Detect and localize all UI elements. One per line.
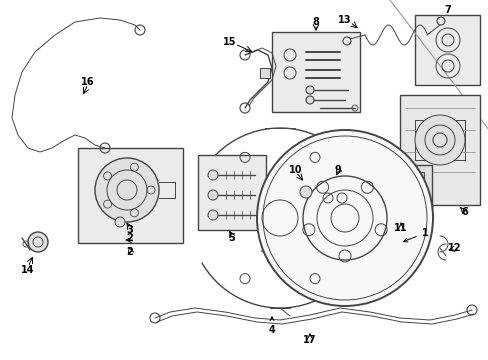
Text: 12: 12 — [447, 243, 461, 253]
Bar — [78, 148, 183, 243]
Circle shape — [207, 210, 218, 220]
Bar — [260, 68, 269, 78]
Circle shape — [95, 158, 159, 222]
Text: 7: 7 — [444, 5, 450, 15]
Circle shape — [305, 86, 313, 94]
Text: 8: 8 — [312, 17, 319, 27]
Circle shape — [305, 96, 313, 104]
Bar — [369, 165, 431, 220]
Bar — [271, 32, 359, 112]
Bar — [381, 176, 419, 198]
Text: 1: 1 — [403, 228, 427, 242]
Bar — [198, 155, 265, 230]
Text: 2: 2 — [126, 247, 133, 257]
Text: 6: 6 — [461, 207, 468, 217]
Text: 4: 4 — [268, 317, 275, 335]
Text: 5: 5 — [228, 233, 235, 243]
Text: 16: 16 — [81, 77, 95, 87]
Circle shape — [115, 217, 125, 227]
Text: 2: 2 — [126, 233, 133, 243]
Text: 11: 11 — [393, 223, 407, 233]
Text: 3: 3 — [126, 225, 133, 235]
Text: 13: 13 — [338, 15, 351, 25]
Text: 14: 14 — [21, 265, 35, 275]
Text: 10: 10 — [289, 165, 302, 175]
Bar — [377, 172, 423, 208]
Bar — [414, 15, 479, 85]
Circle shape — [207, 170, 218, 180]
Circle shape — [257, 130, 432, 306]
Text: 9: 9 — [334, 165, 341, 175]
Text: 15: 15 — [223, 37, 236, 47]
Circle shape — [299, 186, 311, 198]
Circle shape — [207, 190, 218, 200]
Text: 17: 17 — [303, 335, 316, 345]
Bar — [399, 95, 479, 205]
Circle shape — [414, 115, 464, 165]
Circle shape — [28, 232, 48, 252]
